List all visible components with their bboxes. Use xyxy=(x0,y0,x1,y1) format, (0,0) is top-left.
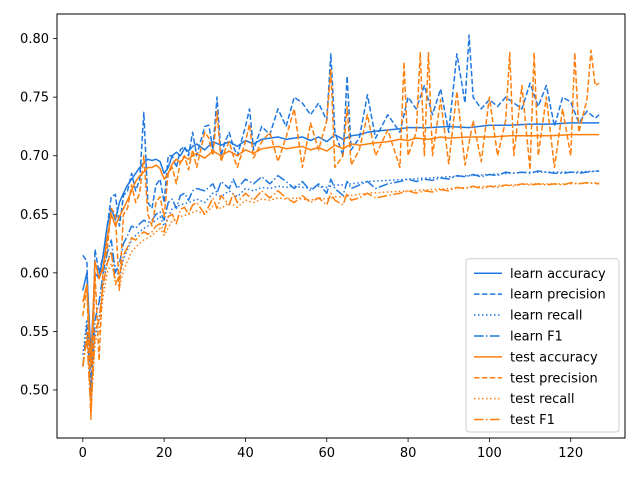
y-tick-label: 0.50 xyxy=(20,383,49,398)
legend-label-test-f1: test F1 xyxy=(510,413,555,428)
series-line-test-recall xyxy=(82,181,600,409)
legend-label-learn-precision: learn precision xyxy=(510,288,606,303)
y-tick-label: 0.80 xyxy=(20,32,49,47)
series-line-learn-f1 xyxy=(82,170,600,391)
x-tick-label: 20 xyxy=(156,446,173,461)
series-layer xyxy=(82,34,600,421)
legend-label-test-recall: test recall xyxy=(510,392,575,407)
series-line-test-f1 xyxy=(82,181,600,415)
y-tick-label: 0.70 xyxy=(20,149,49,164)
plot-frame xyxy=(56,13,626,439)
legend-label-learn-f1: learn F1 xyxy=(510,329,563,344)
series-line-test-precision xyxy=(82,49,600,421)
x-tick-label: 0 xyxy=(79,446,87,461)
x-tick-label: 80 xyxy=(400,446,417,461)
legend: learn accuracy learn precision learn recal… xyxy=(465,258,620,433)
legend-box xyxy=(465,258,620,433)
x-tick-label: 40 xyxy=(237,446,254,461)
x-axis: 0 20 40 60 80 100 120 xyxy=(79,438,583,461)
legend-label-learn-accuracy: learn accuracy xyxy=(510,267,606,282)
y-tick-label: 0.65 xyxy=(20,208,49,223)
series-line-learn-precision xyxy=(82,34,600,403)
series-line-test-accuracy xyxy=(82,133,600,368)
y-tick-label: 0.55 xyxy=(20,325,49,340)
x-tick-label: 60 xyxy=(318,446,335,461)
x-tick-label: 120 xyxy=(558,446,583,461)
x-tick-label: 100 xyxy=(477,446,502,461)
legend-label-learn-recall: learn recall xyxy=(510,309,582,324)
legend-label-test-precision: test precision xyxy=(510,371,598,386)
legend-label-test-accuracy: test accuracy xyxy=(510,350,598,365)
y-tick-label: 0.60 xyxy=(20,266,49,281)
y-tick-label: 0.75 xyxy=(20,91,49,106)
y-axis: 0.50 0.55 0.60 0.65 0.70 0.75 0.80 xyxy=(20,32,57,398)
